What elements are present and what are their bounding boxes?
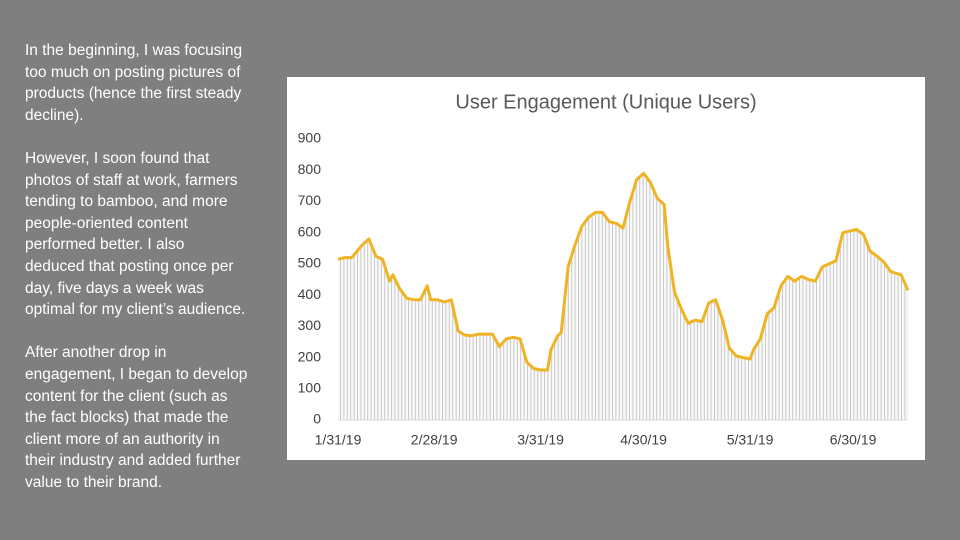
x-tick-label: 5/31/19 [727,432,774,448]
y-tick-label: 600 [298,223,322,239]
x-tick-label: 4/30/19 [620,432,667,448]
text-line: After another drop in [25,344,167,362]
y-tick-label: 200 [298,348,322,364]
paragraph: In the beginning, I was focusing too much… [25,40,275,126]
chart-title: User Engagement (Unique Users) [455,91,756,113]
y-tick-label: 500 [298,255,322,271]
slide-text: In the beginning, I was focusing too much… [25,40,275,515]
y-tick-label: 900 [298,130,322,146]
text-line: value to their brand. [25,473,163,491]
y-tick-label: 800 [298,161,322,177]
text-line: too much on posting pictures of [25,63,241,81]
x-tick-label: 6/30/19 [830,432,877,448]
text-line: client more of an authority in [25,430,220,448]
text-line: people-oriented content [25,214,188,232]
y-tick-label: 300 [298,317,322,333]
text-line: However, I soon found that [25,149,210,167]
text-line: content for the client (such as [25,387,228,405]
text-line: optimal for my client’s audience. [25,301,246,319]
text-line: deduced that posting once per [25,257,234,275]
x-tick-label: 1/31/19 [315,432,362,448]
paragraph: However, I soon found that photos of staf… [25,148,275,321]
area [338,173,908,420]
text-line: decline). [25,106,84,124]
text-line: products (hence the first steady [25,85,242,103]
text-line: In the beginning, I was focusing [25,42,243,59]
y-tick-label: 700 [298,192,322,208]
text-line: day, five days a week was [25,279,204,297]
x-tick-label: 2/28/19 [411,432,458,448]
text-line: photos of staff at work, farmers [25,171,238,189]
text-line: performed better. I also [25,236,185,254]
text-line: engagement, I began to develop [25,365,248,383]
y-tick-label: 400 [298,286,322,302]
y-tick-label: 0 [313,411,321,427]
y-tick-label: 100 [298,379,322,395]
x-tick-label: 3/31/19 [517,432,564,448]
text-line: tending to bamboo, and more [25,193,228,211]
text-line: their industry and added further [25,452,241,470]
line [337,171,910,372]
paragraph: After another drop in engagement, I began… [25,342,275,493]
text-line: the fact blocks) that made the [25,409,229,427]
